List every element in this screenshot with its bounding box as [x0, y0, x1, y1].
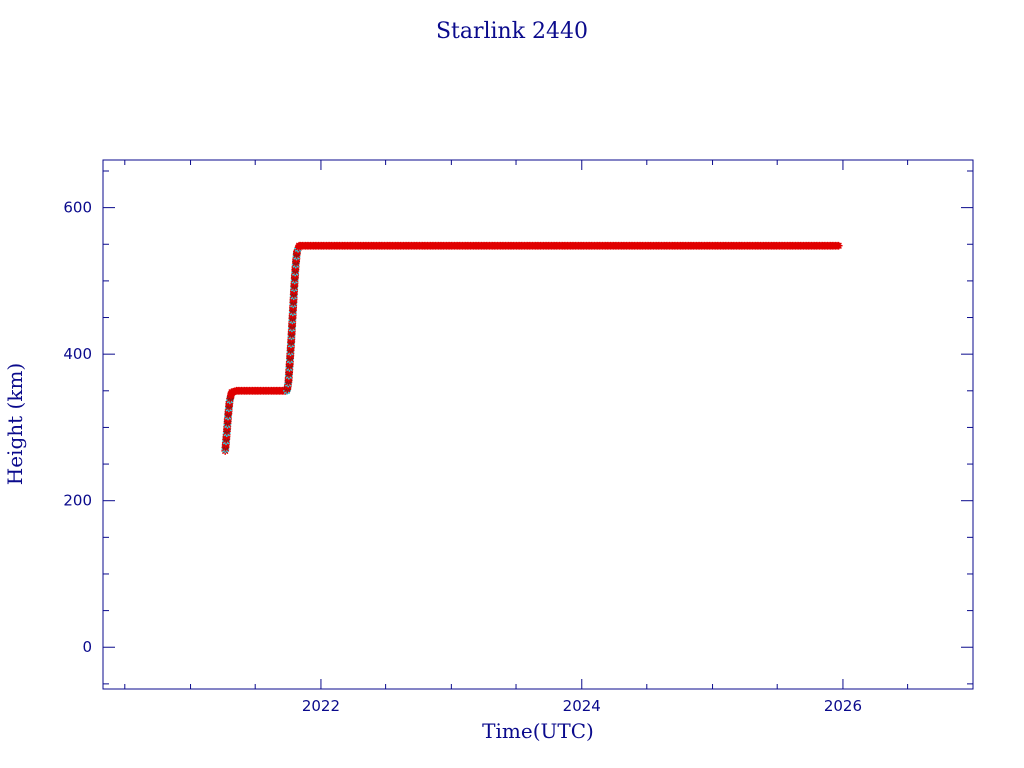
y-tick-label: 600: [63, 199, 92, 217]
y-tick-label: 400: [63, 345, 92, 363]
y-tick-labels: 0 200 400 600: [63, 199, 92, 657]
y-axis-label: Height (km): [3, 363, 27, 485]
x-axis-ticks: [124, 160, 909, 689]
plot-frame: [102, 159, 974, 690]
chart-title: Starlink 2440: [436, 19, 588, 44]
x-tick-label: 2022: [302, 697, 340, 715]
y-tick-label: 0: [82, 638, 92, 656]
data-point: [834, 241, 843, 250]
y-tick-label: 200: [63, 492, 92, 510]
data-layer: [221, 241, 843, 455]
x-axis-label: Time(UTC): [482, 719, 594, 743]
x-tick-label: 2024: [563, 697, 601, 715]
x-tick-labels: 2022 2024 2026: [302, 697, 862, 715]
x-tick-label: 2026: [824, 697, 862, 715]
y-axis-ticks: [103, 170, 973, 685]
